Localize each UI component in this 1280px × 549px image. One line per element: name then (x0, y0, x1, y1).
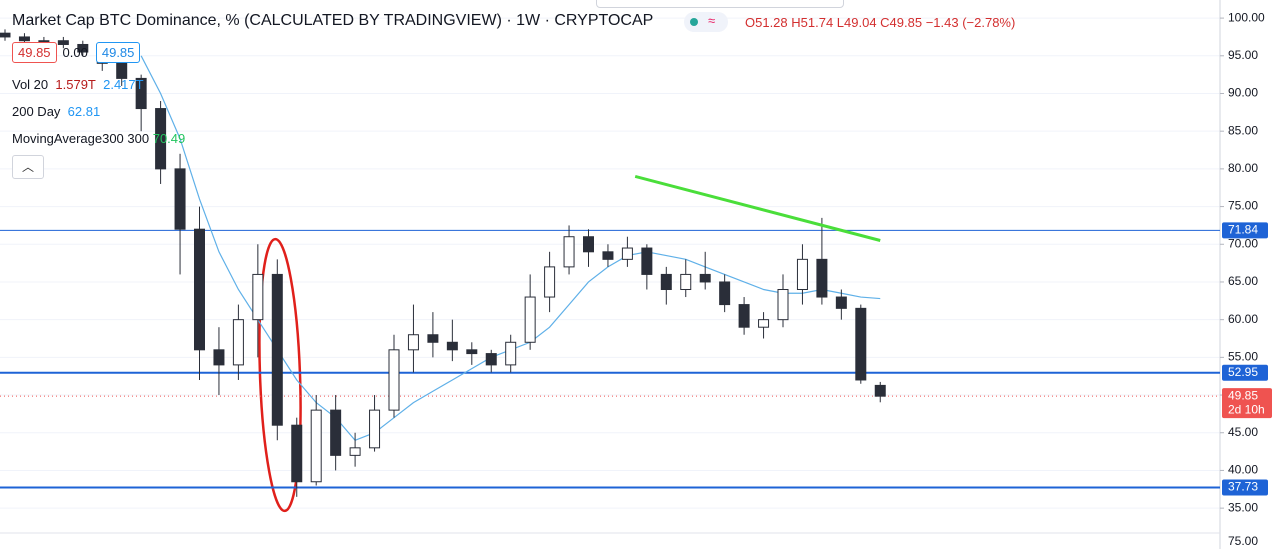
candle-body (621, 247, 633, 260)
candle-body (758, 319, 770, 328)
candle-body (816, 258, 828, 298)
y-tick-label: 95.00 (1228, 48, 1258, 62)
volume-legend: Vol 20 1.579T 2.417T (12, 77, 144, 92)
y-tick-label: 60.00 (1228, 312, 1258, 326)
level-label: 71.84 (1228, 223, 1258, 237)
moving-average-line (140, 55, 881, 441)
volume-value: 1.579T (55, 77, 96, 92)
ma200-value: 62.81 (67, 104, 101, 119)
candle-body (213, 349, 225, 366)
candle-body (252, 273, 264, 321)
level-label: 52.95 (1228, 365, 1258, 379)
y-tick-label: 90.00 (1228, 86, 1258, 100)
price-boxes: 49.85 0.00 49.85 (12, 42, 146, 63)
candle-body (874, 384, 886, 397)
candle-body (0, 32, 11, 38)
sell-price[interactable]: 49.85 (12, 42, 57, 63)
candle-body (544, 266, 556, 298)
candle-body (310, 409, 322, 483)
ma300-value: 70.49 (152, 131, 186, 146)
candle-body (427, 334, 439, 343)
y-tick-label: 85.00 (1228, 123, 1258, 137)
candle-body (835, 296, 847, 309)
ma300-legend: MovingAverage300 300 70.49 (12, 131, 185, 146)
candle-body (291, 424, 303, 483)
y-tick-label: 100.00 (1228, 10, 1265, 24)
y-tick-label: 75.00 (1228, 199, 1258, 213)
y-tick-label: 40.00 (1228, 463, 1258, 477)
candle-body (524, 296, 536, 343)
ma200-legend: 200 Day 62.81 (12, 104, 100, 119)
candle-body (38, 40, 50, 43)
candle-body (330, 409, 342, 456)
candle-body (777, 289, 789, 321)
candle-body (466, 349, 478, 355)
hand-drawn-circle (258, 237, 302, 513)
y-tick-label: 35.00 (1228, 500, 1258, 514)
candle-body (680, 273, 692, 291)
collapse-button[interactable]: ︿ (12, 155, 44, 179)
candle-body (116, 62, 128, 79)
candle-body (855, 307, 867, 381)
ma300-name: MovingAverage300 300 (12, 131, 150, 146)
candle-body (738, 304, 750, 328)
candle-body (77, 43, 89, 53)
candle-body (505, 341, 517, 366)
candle-body (719, 281, 731, 306)
spread: 0.00 (62, 45, 88, 60)
y-tick-label: 55.00 (1228, 350, 1258, 364)
volume-ma: 2.417T (103, 77, 144, 92)
level-label-box (1222, 479, 1268, 496)
countdown-label: 2d 10h (1228, 402, 1265, 416)
level-label: 37.73 (1228, 480, 1258, 494)
candle-body (563, 236, 575, 268)
y-tick-label: 70.00 (1228, 236, 1258, 250)
status-pill[interactable]: ≈ (684, 12, 728, 32)
candle-body (349, 447, 361, 456)
ma200-name: 200 Day (12, 104, 61, 119)
candle-body (271, 273, 283, 426)
y-tick-label: 45.00 (1228, 425, 1258, 439)
candle-body (194, 228, 205, 351)
candle-body (796, 258, 808, 291)
level-label-box (1222, 364, 1268, 381)
last-price-label: 49.85 (1228, 388, 1258, 402)
volume-name: Vol 20 (12, 77, 49, 92)
candle-body (583, 236, 594, 253)
y-tick-label: 65.00 (1228, 274, 1258, 288)
buy-price[interactable]: 49.85 (95, 42, 141, 63)
candle-body (660, 273, 672, 291)
candle-body (446, 341, 458, 351)
candle-body (232, 319, 244, 366)
symbol-title[interactable]: Market Cap BTC Dominance, % (CALCULATED … (12, 12, 654, 29)
level-label-box (1222, 222, 1268, 239)
rsi-axis-label: 75.00 (1228, 534, 1258, 548)
candle-body (602, 251, 614, 260)
candle-body (155, 108, 167, 170)
last-price-box (1222, 388, 1272, 419)
candle-body (485, 353, 497, 366)
candle-body (174, 168, 186, 230)
price-axis-bg (1220, 0, 1280, 549)
ohlc-values: O51.28 H51.74 L49.04 C49.85 −1.43 (−2.78… (745, 15, 1016, 30)
candle-body (57, 40, 69, 45)
candle-body (369, 409, 381, 449)
y-tick-label: 80.00 (1228, 161, 1258, 175)
candle-body (388, 349, 400, 411)
popup-edge (596, 0, 844, 8)
candle-body (407, 334, 419, 351)
candle-body (699, 273, 711, 283)
candle-body (135, 77, 147, 110)
trendline (634, 174, 881, 242)
candle-body (641, 247, 653, 275)
candle-body (18, 36, 30, 42)
